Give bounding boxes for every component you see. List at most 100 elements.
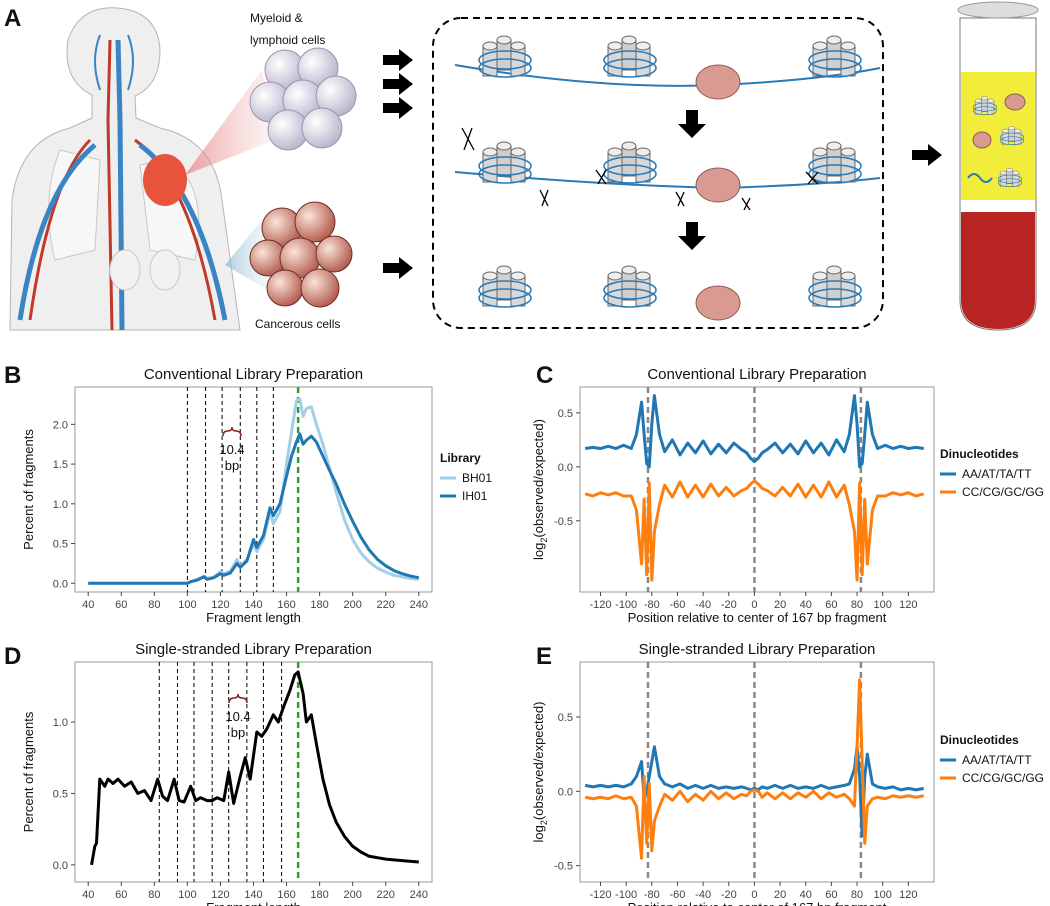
brace [222, 426, 242, 437]
x-tick-label: 140 [244, 599, 262, 611]
y-tick-label: 0.0 [558, 786, 573, 798]
nucleosome [808, 35, 862, 78]
x-tick-label: 100 [178, 889, 196, 901]
y-tick-label: 1.5 [53, 459, 68, 471]
x-tick-label: -60 [670, 889, 686, 901]
arrow [912, 144, 942, 166]
plot-panel [579, 661, 935, 883]
nucleosome [603, 265, 657, 308]
panel-label: D [4, 643, 21, 670]
y-axis-label: Percent of fragments [21, 429, 36, 550]
x-tick-label: -100 [615, 599, 637, 611]
x-tick-label: 100 [178, 599, 196, 611]
x-tick-label: 220 [377, 599, 395, 611]
series-line [90, 670, 419, 866]
cancer-cells [249, 201, 353, 308]
dna-fragment [967, 173, 993, 183]
y-tick-label: 0.0 [53, 578, 68, 590]
x-tick-label: 40 [800, 889, 812, 901]
x-tick-label: 240 [410, 889, 428, 901]
chart-title: Conventional Library Preparation [647, 366, 866, 383]
annotation: 10.4 [219, 442, 244, 457]
annotation: bp [231, 725, 245, 740]
x-tick-label: 0 [751, 889, 757, 901]
legend-label: BH01 [462, 471, 492, 485]
series-line [584, 479, 925, 582]
chart-title: Single-stranded Library Preparation [639, 641, 876, 658]
panel-label: E [536, 643, 552, 670]
y-tick-label: 1.0 [53, 499, 68, 511]
x-tick-label: -120 [590, 889, 612, 901]
kidney [109, 249, 141, 291]
x-tick-label: 40 [82, 599, 94, 611]
nucleosome [808, 265, 862, 308]
protein [695, 285, 741, 321]
x-tick-label: 60 [825, 889, 837, 901]
chart-title: Conventional Library Preparation [144, 366, 363, 383]
scissors [461, 127, 819, 211]
x-tick-label: -40 [695, 599, 711, 611]
brace [228, 693, 248, 704]
x-axis-label: Fragment length [206, 610, 301, 625]
nucleosome [603, 35, 657, 78]
legend-label: IH01 [462, 489, 488, 503]
x-tick-label: 160 [277, 889, 295, 901]
plot-panel [74, 661, 433, 883]
x-tick-label: 0 [751, 599, 757, 611]
y-axis-label: log2(observed/expected) [531, 702, 549, 843]
x-tick-label: -100 [615, 889, 637, 901]
x-tick-label: -120 [590, 599, 612, 611]
arrow [383, 73, 413, 95]
x-tick-label: 100 [874, 889, 892, 901]
x-tick-label: 80 [148, 599, 160, 611]
legend-title: Dinucleotides [940, 447, 1019, 461]
x-tick-label: 140 [244, 889, 262, 901]
legend-label: AA/AT/TA/TT [962, 467, 1032, 481]
x-tick-label: -20 [721, 889, 737, 901]
y-tick-label: 2.0 [53, 419, 68, 431]
y-tick-label: 0.5 [53, 539, 68, 551]
y-tick-label: 0.5 [558, 712, 573, 724]
x-tick-label: 60 [825, 599, 837, 611]
x-tick-label: 80 [851, 889, 863, 901]
y-tick-label: 0.5 [558, 408, 573, 420]
x-axis-label: Position relative to center of 167 bp fr… [628, 900, 887, 906]
x-tick-label: 20 [774, 599, 786, 611]
protein [1004, 93, 1026, 111]
legend-label: CC/CG/GC/GG [962, 771, 1044, 785]
legend-label: CC/CG/GC/GG [962, 485, 1044, 499]
x-tick-label: 180 [310, 599, 328, 611]
y-tick-label: 0.0 [558, 462, 573, 474]
y-tick-label: 0.5 [53, 788, 68, 800]
panel-label: C [536, 362, 553, 389]
plasma [961, 72, 1035, 200]
x-tick-label: 220 [377, 889, 395, 901]
cancer-label: Cancerous cells [255, 317, 340, 331]
x-tick-label: 180 [310, 889, 328, 901]
y-tick-label: 0.0 [53, 860, 68, 872]
myeloid-label: lymphoid cells [250, 33, 325, 47]
arrow [383, 49, 413, 71]
x-tick-label: -60 [670, 599, 686, 611]
arrow [383, 257, 413, 279]
nucleosome [478, 265, 532, 308]
dashed-box [432, 17, 884, 329]
blood [961, 212, 1035, 329]
x-tick-label: 200 [343, 599, 361, 611]
x-tick-label: 40 [82, 889, 94, 901]
plot-panel [74, 386, 433, 593]
kidney [149, 249, 181, 291]
series-line [88, 432, 420, 585]
y-tick-label: -0.5 [554, 861, 573, 873]
series-line [584, 678, 925, 860]
panel-label: B [4, 362, 21, 389]
x-tick-label: -80 [644, 889, 660, 901]
x-tick-label: 60 [115, 889, 127, 901]
x-tick-label: 60 [115, 599, 127, 611]
y-tick-label: -0.5 [554, 516, 573, 528]
y-axis-label: Percent of fragments [21, 711, 36, 832]
panel-label: A [4, 5, 21, 32]
x-tick-label: 160 [277, 599, 295, 611]
x-tick-label: 240 [410, 599, 428, 611]
